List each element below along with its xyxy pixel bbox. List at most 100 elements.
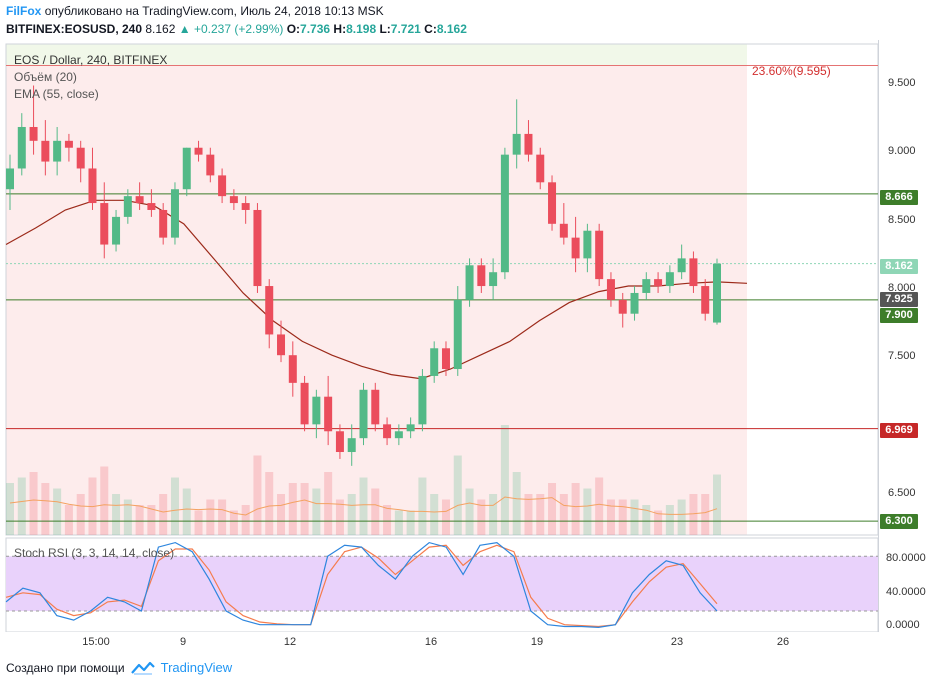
candle-body <box>229 196 238 204</box>
volume-bar <box>500 425 509 535</box>
volume-bar <box>100 466 109 535</box>
candle-body <box>335 431 344 453</box>
ohlc-h-value: 8.198 <box>346 22 377 36</box>
candles <box>6 85 721 466</box>
volume-bar <box>312 488 321 535</box>
volume-bar <box>6 483 14 535</box>
candle-body <box>147 203 156 210</box>
candle-body <box>500 154 509 273</box>
volume-bar <box>394 510 403 535</box>
candle-body <box>595 230 604 280</box>
tradingview-link[interactable]: TradingView <box>160 660 233 675</box>
volume-bar <box>229 510 238 535</box>
last-price-badge: 8.162 <box>880 259 918 274</box>
volume-bar <box>689 494 698 535</box>
volume-bar <box>159 494 168 535</box>
candle-body <box>642 279 651 293</box>
volume-ma-line <box>9 496 718 516</box>
candle-body <box>265 286 274 335</box>
price-tick: 7.500 <box>888 350 916 362</box>
candle-body <box>430 348 439 376</box>
candle-body <box>6 168 14 190</box>
volume-bar <box>465 488 474 535</box>
level-badge: 7.900 <box>880 308 918 323</box>
last-price: 8.162 <box>145 22 176 36</box>
candle-body <box>347 438 356 453</box>
publish-info: FilFox опубликовано на TradingView.com, … <box>6 4 384 18</box>
ohlc-o-value: 7.736 <box>300 22 331 36</box>
candle-body <box>206 154 215 176</box>
volume-bar <box>524 494 533 535</box>
author-link[interactable]: FilFox <box>6 4 42 18</box>
volume-bar <box>677 499 686 535</box>
time-tick: 9 <box>179 636 187 648</box>
candle-body <box>123 196 132 217</box>
volume-bar <box>300 483 309 535</box>
chart-canvas[interactable] <box>0 40 939 632</box>
volume-bar <box>371 488 380 535</box>
symbol-name: BITFINEX:EOSUSD, 240 <box>6 22 143 36</box>
volume-bar <box>123 499 132 535</box>
volume-bar <box>665 505 674 535</box>
candle-body <box>135 196 144 204</box>
volume-bar <box>654 510 663 535</box>
ohlc-l-value: 7.721 <box>390 22 421 36</box>
candle-body <box>689 258 698 287</box>
candle-body <box>41 140 50 162</box>
volume-bar <box>606 499 615 535</box>
time-tick: 16 <box>424 636 438 648</box>
candle-body <box>713 263 721 323</box>
created-with-text: Создано при помощи <box>6 660 125 675</box>
stoch-rsi-pane <box>5 537 879 632</box>
time-tick: 15:00 <box>82 636 110 648</box>
volume-bar <box>206 499 215 535</box>
fib-level-label: 23.60%(9.595) <box>752 64 831 78</box>
ohlc-l-label: L: <box>379 22 391 36</box>
price-tick: 9.500 <box>888 77 916 89</box>
candle-body <box>453 299 462 370</box>
volume-bar <box>147 505 156 535</box>
volume-bar <box>112 494 121 535</box>
volume-bar <box>571 483 580 535</box>
volume-bar <box>170 477 179 535</box>
volume-bar <box>29 472 38 535</box>
stoch-band <box>6 556 878 612</box>
stoch-tick: 40.0000 <box>886 586 926 598</box>
time-tick: 23 <box>670 636 684 648</box>
candle-body <box>394 431 403 439</box>
candle-body <box>324 396 333 432</box>
candle-body <box>465 265 474 300</box>
candle-body <box>512 133 521 155</box>
volume-bar <box>630 499 639 535</box>
candle-body <box>100 203 109 245</box>
main-pane-title: EOS / Dollar, 240, BITFINEX <box>14 53 168 67</box>
candle-body <box>64 140 73 148</box>
candle-body <box>383 424 392 439</box>
volume-bar <box>559 494 568 535</box>
fib-zone-top <box>6 44 747 66</box>
price-tick: 8.000 <box>888 282 916 294</box>
volume-bar <box>17 477 26 535</box>
volume-bar <box>359 477 368 535</box>
candle-body <box>359 389 368 439</box>
candle-body <box>559 223 568 238</box>
ohlc-h-label: H: <box>333 22 347 36</box>
candle-body <box>524 133 533 155</box>
ohlc-c-value: 8.162 <box>436 22 467 36</box>
candle-body <box>406 424 415 432</box>
volume-bar <box>383 505 392 535</box>
candle-body <box>17 126 26 169</box>
candle-body <box>618 299 627 314</box>
published-text: опубликовано на TradingView.com, Июль 24… <box>44 4 384 18</box>
price-change: ▲ +0.237 (+2.99%) <box>178 22 284 36</box>
candle-body <box>194 147 203 155</box>
candle-body <box>701 286 710 314</box>
volume-bar <box>241 505 250 535</box>
price-tick: 8.500 <box>888 214 916 226</box>
time-tick: 26 <box>776 636 790 648</box>
candle-body <box>159 209 168 238</box>
volume-bar <box>53 488 62 535</box>
volume-bar <box>218 499 227 535</box>
volume-bar <box>489 494 498 535</box>
